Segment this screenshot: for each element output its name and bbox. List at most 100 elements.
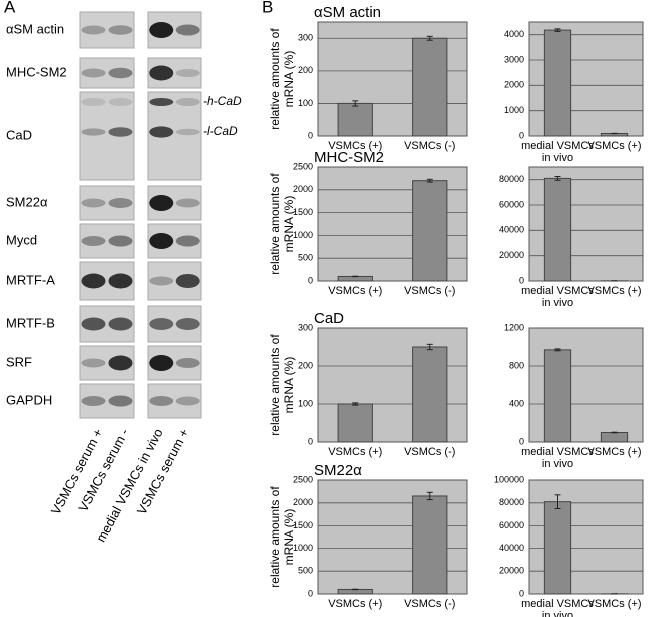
bar <box>337 403 373 443</box>
band <box>175 274 200 288</box>
x-tick-label: VSMCs (+) <box>587 598 642 610</box>
x-tick-label: VSMCs (+) <box>328 285 383 297</box>
y-tick-label: 500 <box>298 253 313 263</box>
chart-title: SM22α <box>314 462 362 479</box>
panel-label: A <box>4 0 16 16</box>
band <box>149 22 174 38</box>
blot <box>79 11 135 49</box>
band <box>108 25 133 35</box>
y-tick-label: 100 <box>298 98 313 108</box>
blot <box>147 345 202 381</box>
y-tick-label: 1000 <box>293 230 313 240</box>
band <box>108 317 133 331</box>
blot <box>79 185 135 221</box>
y-tick-label: 0 <box>308 436 313 446</box>
y-tick-label: 0 <box>308 130 313 140</box>
y-tick-label: 300 <box>298 322 313 332</box>
x-tick-label: VSMCs (-) <box>404 140 456 152</box>
band <box>149 318 174 330</box>
band <box>81 25 106 35</box>
band <box>81 68 106 78</box>
y-tick-label: 20000 <box>499 250 524 260</box>
y-tick-label: 2000 <box>504 80 524 90</box>
band <box>149 65 174 81</box>
band <box>81 317 106 331</box>
row-label: SRF <box>6 354 32 369</box>
bar <box>337 102 373 137</box>
x-tick-label: VSMCs (+) <box>328 446 383 458</box>
y-tick-label: 1200 <box>504 322 524 332</box>
x-tick-label: VSMCs (+) <box>328 140 383 152</box>
band <box>81 273 106 289</box>
band <box>81 396 106 406</box>
y-tick-label: 0 <box>308 275 313 285</box>
x-tick-label: VSMCs (+) <box>587 446 642 458</box>
band <box>81 236 106 246</box>
x-tick-label: medial VSMCs in vivo <box>521 446 594 470</box>
band <box>108 355 133 371</box>
y-tick-label: 80000 <box>499 174 524 184</box>
bar <box>543 177 572 282</box>
row-label: Mycd <box>6 232 37 247</box>
band <box>175 358 200 368</box>
row-label: GAPDH <box>6 392 52 407</box>
y-tick-label: 1000 <box>504 105 524 115</box>
x-tick-label: VSMCs (-) <box>404 598 456 610</box>
row-label: MRTF-B <box>6 315 55 330</box>
y-tick-label: 0 <box>519 130 524 140</box>
band <box>175 98 200 106</box>
y-axis-label: relative amounts of mRNA (%) <box>268 486 296 588</box>
band <box>81 98 106 106</box>
x-tick-label: VSMCs (+) <box>328 598 383 610</box>
blot <box>147 383 202 419</box>
x-tick-label: VSMCs (+) <box>587 285 642 297</box>
blot <box>79 383 135 419</box>
band <box>149 195 174 211</box>
y-tick-label: 1500 <box>293 207 313 217</box>
band <box>108 198 133 208</box>
y-tick-label: 0 <box>308 588 313 598</box>
band <box>175 24 200 36</box>
band <box>175 198 200 208</box>
y-tick-label: 500 <box>298 566 313 576</box>
blot <box>79 223 135 259</box>
chart-title: CaD <box>314 310 344 327</box>
blot <box>79 57 135 89</box>
band <box>149 396 174 406</box>
row-label: αSM actin <box>6 21 64 36</box>
y-tick-label: 0 <box>519 588 524 598</box>
band <box>175 128 200 136</box>
x-tick-label: VSMCs (-) <box>404 285 456 297</box>
bar <box>412 37 448 137</box>
y-tick-label: 100 <box>298 398 313 408</box>
band <box>81 198 106 208</box>
x-tick-label: VSMCs (+) <box>587 140 642 152</box>
bar <box>543 29 572 137</box>
band <box>149 233 174 249</box>
chart-title: MHC-SM2 <box>314 149 384 166</box>
band <box>108 395 133 407</box>
band-label: -l-CaD <box>203 124 238 138</box>
band <box>149 98 174 106</box>
y-axis-label: relative amounts of mRNA (%) <box>268 173 296 275</box>
row-label: MHC-SM2 <box>6 64 67 79</box>
band <box>108 273 133 289</box>
y-axis-label: relative amounts of mRNA (%) <box>268 28 296 130</box>
row-label: SM22α <box>6 194 48 209</box>
band-label: -h-CaD <box>203 94 242 108</box>
band <box>149 276 174 286</box>
band <box>108 98 133 106</box>
y-tick-label: 0 <box>519 436 524 446</box>
y-tick-label: 3000 <box>504 54 524 64</box>
y-tick-label: 60000 <box>499 520 524 530</box>
y-tick-label: 40000 <box>499 225 524 235</box>
x-tick-label: medial VSMCs in vivo <box>521 285 594 309</box>
y-tick-label: 0 <box>519 275 524 285</box>
y-tick-label: 4000 <box>504 29 524 39</box>
panel-label: B <box>262 0 273 16</box>
y-tick-label: 40000 <box>499 543 524 553</box>
y-tick-label: 200 <box>298 65 313 75</box>
band <box>175 318 200 330</box>
